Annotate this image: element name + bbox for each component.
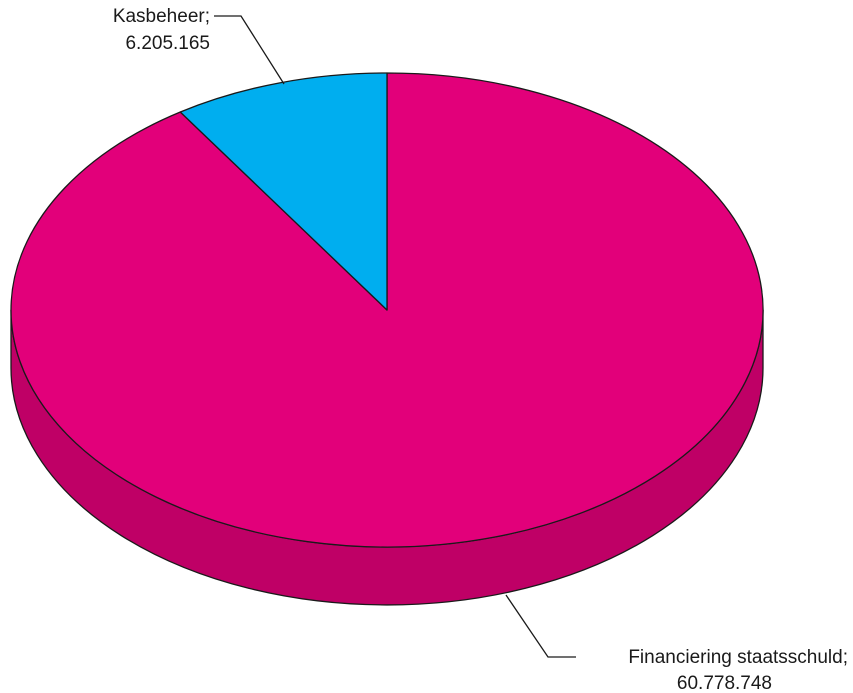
kasbeheer-leader-line [214,15,285,85]
kasbeheer-label-value: 6.205.165 [125,33,210,54]
slice-kasbeheer [179,72,388,311]
financiering-label-name: Financiering staatsschuld; [628,647,848,668]
financiering-leader-line [505,594,576,658]
kasbeheer-label-name: Kasbeheer; [113,6,210,27]
financiering-label-value: 60.778.748 [677,673,772,693]
slice-financiering-staatsschuld [10,72,764,548]
pie-top-layer [10,72,764,548]
